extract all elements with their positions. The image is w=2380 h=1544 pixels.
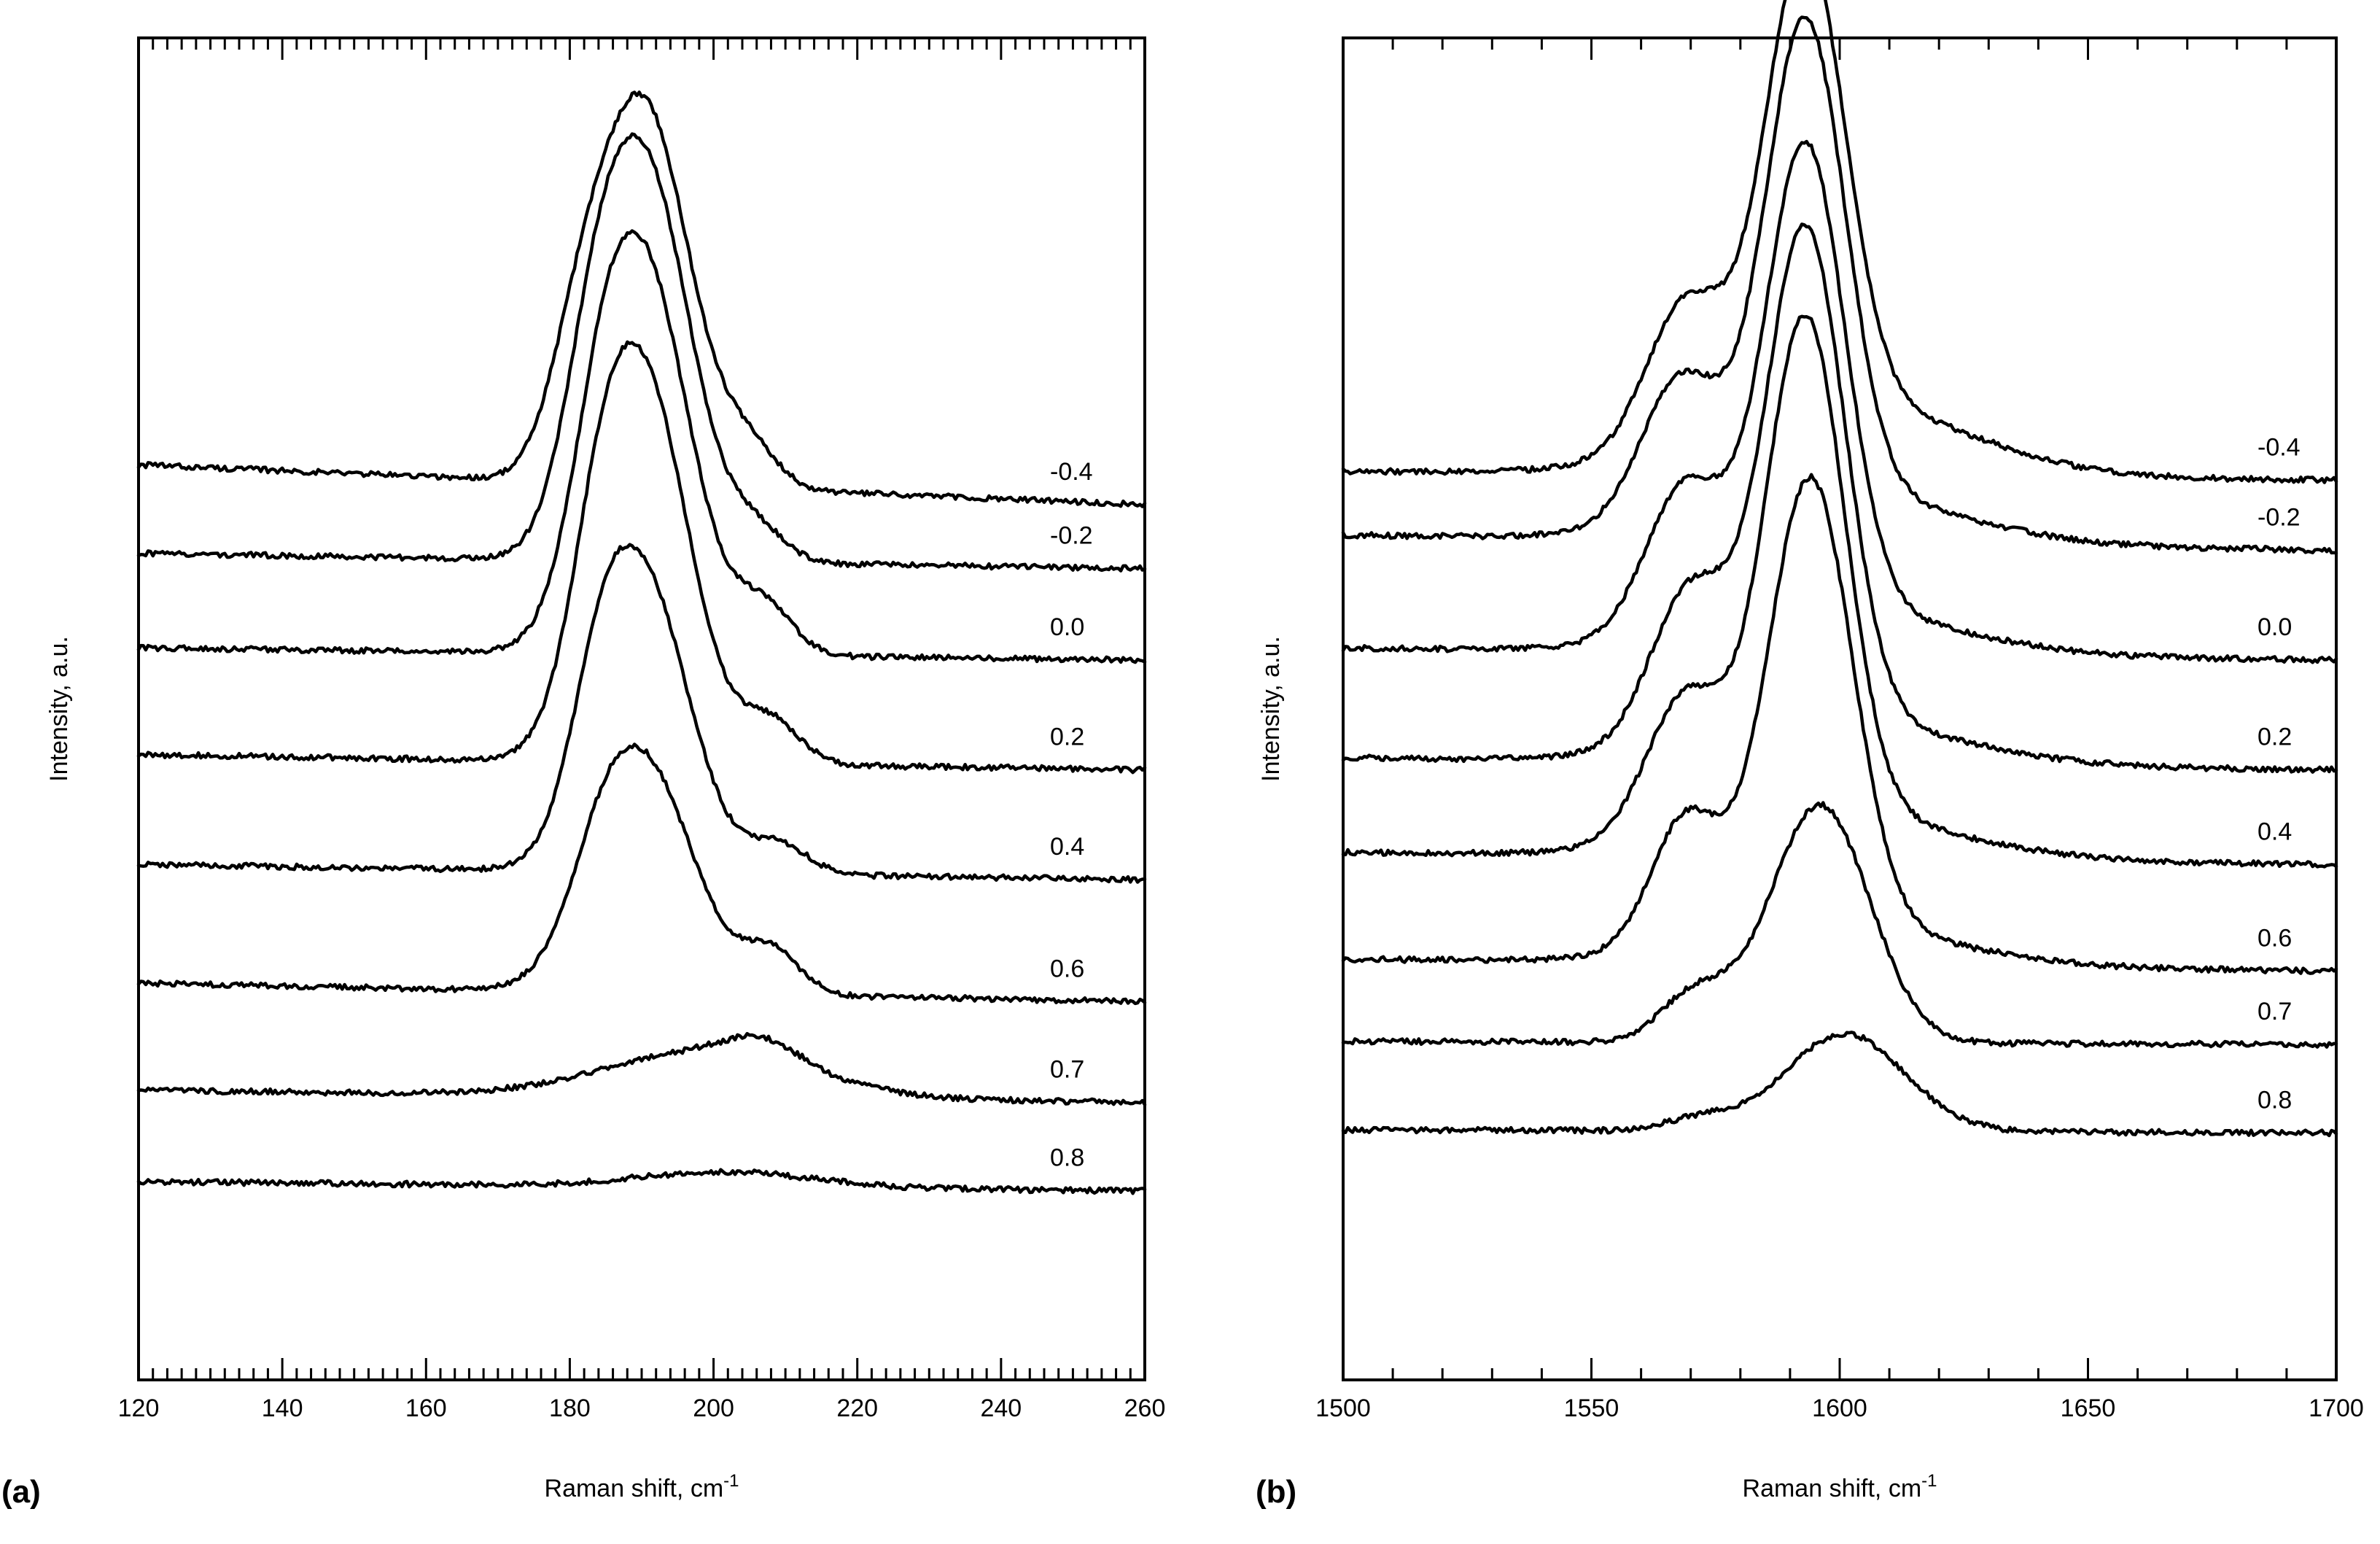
spectrum-trace-0.4 [136,543,1147,884]
x-axis-label: Raman shift, cm-1 [1743,1471,1937,1502]
panel-label: (a) [1,1474,41,1510]
trace-label: 0.0 [2258,613,2292,641]
spectrum-trace--0.2 [136,132,1147,573]
spectrum-trace-0.7 [1341,801,2338,1049]
plot-frame [1342,36,2338,1381]
trace-label: -0.2 [2258,504,2301,532]
trace-label: -0.2 [1050,522,1093,550]
spectrum-trace-0.7 [136,1031,1147,1107]
trace-label: 0.2 [2258,723,2292,751]
spectrum-trace-0.2 [136,340,1147,775]
x-tick-label: 180 [549,1394,591,1422]
x-tick-label: 240 [980,1394,1022,1422]
spectrum-trace-0.8 [136,1168,1147,1195]
trace-label: 0.6 [2258,925,2292,953]
trace-label: -0.4 [1050,458,1093,486]
spectrum-trace--0.2 [1341,15,2338,555]
spectrum-trace--0.4 [1341,0,2338,484]
x-tick-label: 260 [1124,1394,1166,1422]
x-tick-label: 1550 [1564,1394,1619,1422]
panel-a-chart: 120 140 160 180 200 220 240 260 Raman shift, cm-… [1,36,1166,1510]
panel-label: (b) [1256,1474,1296,1510]
trace-label: 0.6 [1050,955,1084,982]
spectrum-trace-0.2 [1341,222,2338,774]
spectrum-trace-0.4 [1341,314,2338,869]
x-tick-label: 120 [118,1394,160,1422]
x-tick-label: 1700 [2309,1394,2364,1422]
spectrum-trace--0.4 [136,90,1147,508]
x-tick-label: 1500 [1315,1394,1371,1422]
x-tick-label: 1600 [1812,1394,1867,1422]
spectrum-trace-0.6 [1341,473,2338,975]
x-tick-label: 160 [405,1394,447,1422]
trace-label: 0.2 [1050,723,1084,751]
x-axis-label: Raman shift, cm-1 [545,1471,739,1502]
spectrum-trace-0.0 [1341,139,2338,664]
x-tick-label: 1650 [2061,1394,2116,1422]
y-axis-label: Intensity, a.u. [1257,636,1285,782]
panel-b-chart: 1500 1550 1600 1650 1700 Raman shift, cm-1 Int… [1256,0,2364,1510]
x-tick-label: 220 [836,1394,878,1422]
spectrum-trace-0.6 [136,742,1147,1006]
trace-label: 0.4 [1050,833,1084,861]
trace-label: 0.8 [2258,1086,2292,1114]
spectrum-trace-0.8 [1341,1031,2338,1138]
x-tick-label: 140 [262,1394,303,1422]
y-axis-label: Intensity, a.u. [45,636,73,782]
trace-label: 0.8 [1050,1144,1084,1172]
x-tick-label: 200 [693,1394,734,1422]
trace-label: -0.4 [2258,433,2301,461]
trace-label: 0.4 [2258,818,2292,845]
trace-label: 0.7 [2258,998,2292,1025]
trace-label: 0.0 [1050,613,1084,641]
spectrum-trace-0.0 [136,229,1147,664]
trace-label: 0.7 [1050,1055,1084,1083]
